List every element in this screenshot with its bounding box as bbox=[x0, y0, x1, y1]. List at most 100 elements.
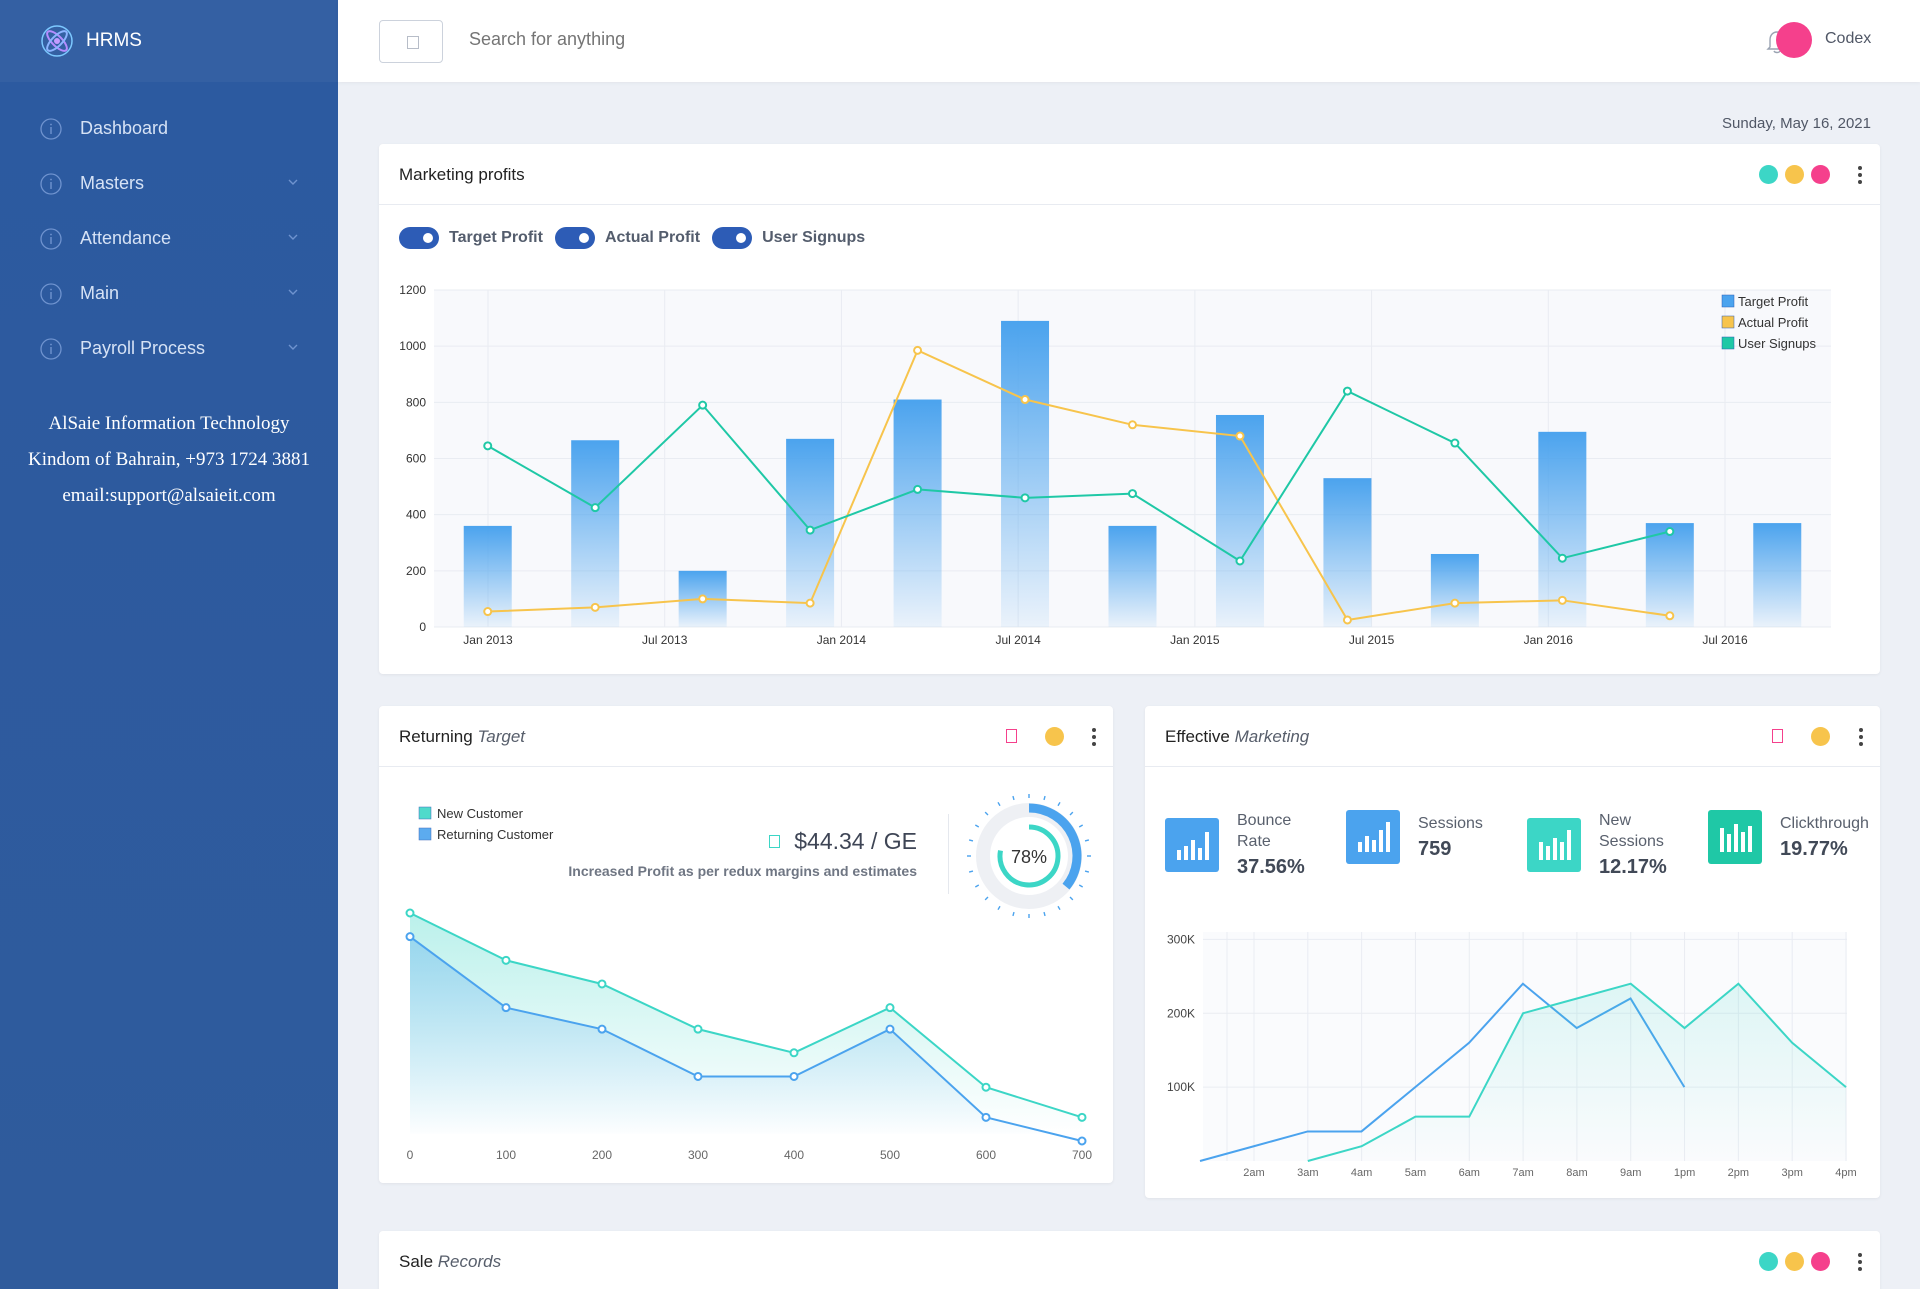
x-tick-label: Jul 2016 bbox=[1702, 633, 1748, 647]
sidebar-item-label: Dashboard bbox=[80, 118, 169, 138]
square-icon[interactable] bbox=[1772, 729, 1783, 743]
legend-swatch bbox=[1721, 315, 1735, 329]
data-point bbox=[913, 484, 923, 494]
legend-label: New Customer bbox=[437, 806, 524, 821]
data-point bbox=[981, 1082, 991, 1092]
teal-dot-button[interactable] bbox=[1759, 165, 1778, 184]
gauge-tick bbox=[1012, 911, 1015, 917]
gauge-tick bbox=[1012, 795, 1015, 801]
sidebar-item-masters[interactable]: Masters bbox=[0, 156, 338, 211]
stat-label: Clickthrough bbox=[1780, 815, 1869, 832]
returning-target-card: Returning Target $44.34 / GE Increased P… bbox=[379, 706, 1113, 1183]
date-display: Sunday, May 16, 2021 bbox=[1722, 115, 1871, 132]
toggle-label: User Signups bbox=[762, 229, 866, 246]
card-title-bold: Effective bbox=[1165, 727, 1230, 746]
sidebar-item-attendance[interactable]: Attendance bbox=[0, 211, 338, 266]
legend-swatch bbox=[1721, 336, 1735, 350]
stat-value: 19.77% bbox=[1780, 838, 1848, 860]
username[interactable]: Codex bbox=[1825, 30, 1872, 47]
data-point bbox=[698, 400, 708, 410]
stat-value: 37.56% bbox=[1237, 856, 1305, 878]
toggle-label: Actual Profit bbox=[604, 229, 701, 246]
series-line bbox=[409, 912, 1083, 1119]
pink-dot-button[interactable] bbox=[1811, 165, 1830, 184]
effective-marketing-card: Effective Marketing Bounce Rate 37.56% S… bbox=[1145, 706, 1880, 1198]
y-tick-label: 200K bbox=[1167, 1006, 1195, 1020]
chevron-down-icon bbox=[288, 234, 298, 240]
square-icon[interactable] bbox=[1006, 729, 1017, 743]
x-tick-label: Jan 2014 bbox=[817, 633, 867, 647]
more-vertical-icon[interactable] bbox=[1091, 726, 1097, 748]
marketing-profits-card: Marketing profits Target Profit Actual P… bbox=[379, 144, 1880, 674]
data-point bbox=[1128, 420, 1137, 430]
more-vertical-icon[interactable] bbox=[1857, 1251, 1863, 1273]
card-title-bold: Returning bbox=[399, 727, 473, 746]
yellow-dot-button[interactable] bbox=[1785, 165, 1804, 184]
yellow-dot-button[interactable] bbox=[1811, 727, 1830, 746]
square-icon bbox=[407, 36, 419, 49]
teal-dot-button[interactable] bbox=[1759, 1252, 1778, 1271]
x-tick-label: 5am bbox=[1405, 1167, 1426, 1179]
more-vertical-icon[interactable] bbox=[1858, 726, 1864, 748]
sidebar-item-payroll-process[interactable]: Payroll Process bbox=[0, 321, 338, 376]
gauge-tick bbox=[968, 870, 974, 873]
stat-value: 12.17% bbox=[1599, 856, 1667, 878]
gauge-tick bbox=[997, 801, 1001, 807]
sidebar-item-label: Main bbox=[80, 283, 120, 303]
info-icon bbox=[40, 282, 62, 305]
data-point bbox=[1342, 386, 1352, 396]
data-point bbox=[1235, 556, 1245, 566]
bar-target-profit bbox=[1753, 523, 1802, 627]
toggle-actual-profit[interactable] bbox=[554, 227, 595, 249]
series-line-actual-profit bbox=[487, 349, 1670, 622]
gauge-tick bbox=[1078, 824, 1084, 828]
series-toggles: Target Profit Actual Profit User Signups bbox=[399, 227, 877, 249]
y-tick-label: 200 bbox=[406, 564, 426, 578]
card-header: Returning Target bbox=[379, 706, 1113, 767]
sidebar-item-main[interactable]: Main bbox=[0, 266, 338, 321]
info-icon bbox=[40, 337, 62, 360]
bar-chart-icon bbox=[1527, 817, 1581, 872]
gauge-tick bbox=[984, 896, 989, 901]
pink-dot-button[interactable] bbox=[1811, 1252, 1830, 1271]
x-tick-label: 300 bbox=[688, 1148, 708, 1162]
data-point bbox=[483, 607, 493, 617]
menu-toggle-button[interactable] bbox=[379, 20, 443, 63]
y-tick-label: 0 bbox=[419, 620, 426, 634]
more-vertical-icon[interactable] bbox=[1857, 164, 1863, 186]
brand[interactable]: HRMS bbox=[0, 0, 338, 82]
legend-label: User Signups bbox=[1738, 336, 1817, 351]
x-tick-label: 8am bbox=[1566, 1167, 1587, 1179]
data-point bbox=[1557, 553, 1567, 563]
atom-logo-icon bbox=[41, 25, 73, 57]
gauge-tick bbox=[1069, 811, 1074, 816]
customer-area-chart: 0 100 200 300 400 500 600 700 New Customer Return… bbox=[405, 806, 1092, 1162]
yellow-dot-button[interactable] bbox=[1045, 727, 1064, 746]
search-input[interactable] bbox=[469, 29, 869, 50]
avatar[interactable] bbox=[1776, 22, 1812, 58]
x-tick-label: Jul 2014 bbox=[995, 633, 1041, 647]
bar-target-profit bbox=[1108, 525, 1157, 627]
card-header: Marketing profits bbox=[379, 144, 1880, 205]
data-point bbox=[1128, 489, 1137, 499]
sessions-line-chart: 100K 200K 300K 2am 3am 4am 5am 6am 7am 8am 9am 1pm 2… bbox=[1167, 932, 1857, 1179]
bar-target-profit bbox=[893, 399, 942, 627]
sidebar-item-dashboard[interactable]: Dashboard bbox=[0, 101, 338, 156]
toggle-target-profit[interactable] bbox=[399, 227, 439, 249]
x-tick-label: Jan 2015 bbox=[1170, 633, 1220, 647]
gauge-tick bbox=[1057, 905, 1061, 911]
legend-swatch bbox=[418, 806, 432, 820]
data-point bbox=[501, 1003, 511, 1013]
card-header: Sale Records bbox=[379, 1231, 1880, 1289]
gauge-tick bbox=[1057, 801, 1061, 807]
info-icon bbox=[40, 117, 62, 140]
sidebar-item-label: Attendance bbox=[80, 228, 172, 248]
y-tick-label: 1000 bbox=[399, 339, 426, 353]
toggle-user-signups[interactable] bbox=[712, 227, 753, 249]
yellow-dot-button[interactable] bbox=[1785, 1252, 1804, 1271]
sidebar-item-label: Payroll Process bbox=[80, 338, 206, 358]
sidebar-item-label: Masters bbox=[80, 173, 145, 193]
data-point bbox=[1557, 595, 1567, 605]
topbar: Codex bbox=[338, 0, 1920, 82]
bar-target-profit bbox=[1430, 553, 1479, 627]
